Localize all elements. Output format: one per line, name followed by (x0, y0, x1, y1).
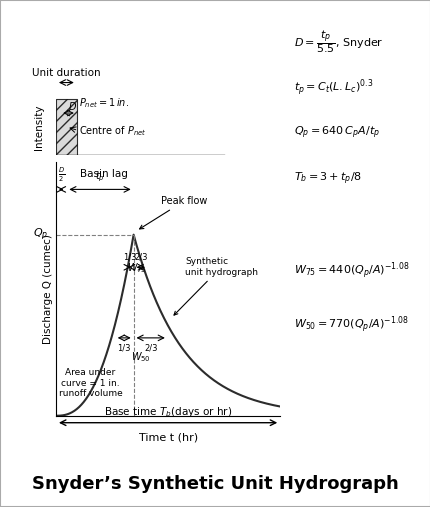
Text: 1/3: 1/3 (117, 343, 131, 352)
Text: $W_{75} = 440(Q_p/A)^{-1.08}$: $W_{75} = 440(Q_p/A)^{-1.08}$ (293, 260, 408, 281)
Text: 2/3: 2/3 (134, 253, 147, 262)
Text: Base time $T_b$(days or hr): Base time $T_b$(days or hr) (104, 405, 232, 419)
Y-axis label: Discharge Q (cumec): Discharge Q (cumec) (43, 234, 53, 344)
Text: Time t (hr): Time t (hr) (138, 432, 197, 442)
Text: 1/3: 1/3 (123, 253, 136, 262)
Text: Centre of $P_{net}$: Centre of $P_{net}$ (79, 124, 147, 138)
Text: $Q_p = 640\,C_p A/t_p$: $Q_p = 640\,C_p A/t_p$ (293, 125, 379, 141)
Text: $D$: $D$ (68, 100, 77, 112)
Text: $Q_p$: $Q_p$ (33, 227, 48, 243)
Text: $W_{50} = 770(Q_p/A)^{-1.08}$: $W_{50} = 770(Q_p/A)^{-1.08}$ (293, 314, 408, 335)
Text: Intensity: Intensity (34, 104, 44, 150)
Text: $T_b = 3+t_p/8$: $T_b = 3+t_p/8$ (293, 170, 360, 187)
Polygon shape (56, 99, 77, 155)
Text: $t_p = C_t(L.L_c)^{0.3}$: $t_p = C_t(L.L_c)^{0.3}$ (293, 77, 372, 98)
Text: $W_{50}$: $W_{50}$ (131, 350, 151, 365)
Text: $\frac{D}{2}$: $\frac{D}{2}$ (58, 166, 64, 184)
Text: $W_{75}$: $W_{75}$ (126, 261, 146, 274)
Text: Snyder’s Synthetic Unit Hydrograph: Snyder’s Synthetic Unit Hydrograph (32, 475, 398, 493)
Text: Area under
curve = 1 in.
runoff volume: Area under curve = 1 in. runoff volume (58, 368, 122, 398)
Text: $t_p$: $t_p$ (95, 169, 104, 184)
Text: Synthetic
unit hydrograph: Synthetic unit hydrograph (174, 257, 258, 315)
Text: Peak flow: Peak flow (139, 196, 207, 229)
Text: Basin lag: Basin lag (79, 169, 127, 179)
Text: $D = \dfrac{t_p}{5.5}$, Snyder: $D = \dfrac{t_p}{5.5}$, Snyder (293, 28, 382, 55)
Text: $P_{net} = 1\,in.$: $P_{net} = 1\,in.$ (79, 96, 129, 110)
Text: 2/3: 2/3 (144, 343, 157, 352)
Text: Unit duration: Unit duration (32, 68, 101, 79)
